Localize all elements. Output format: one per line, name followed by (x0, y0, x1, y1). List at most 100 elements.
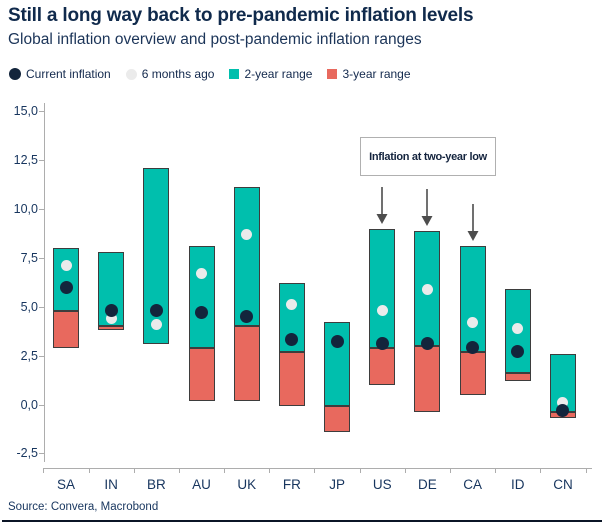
range-bar-2yr-SA (53, 248, 79, 311)
range-bar-2yr-BR (143, 167, 170, 344)
range-bar-3yr-US (369, 347, 396, 385)
x-axis-label-IN: IN (104, 477, 118, 492)
annotation-arrow-US (375, 186, 389, 227)
legend-label: 3-year range (342, 67, 411, 81)
range-bar-3yr-CA (459, 351, 486, 395)
annotation-arrow-DE (420, 188, 434, 229)
legend-item-6-months-ago: 6 months ago (125, 67, 215, 81)
x-axis-tick (269, 468, 271, 473)
dot-6-months-ago-DE (421, 283, 433, 295)
x-axis-tick (314, 468, 316, 473)
annotation-text: Inflation at two-year low (369, 150, 487, 163)
x-axis-label-CN: CN (553, 477, 573, 492)
range-bar-2yr-CN (549, 353, 576, 413)
dot-6-months-ago-IN (105, 312, 117, 324)
dot-6-months-ago-BR (150, 318, 162, 330)
dot-current-inflation-AU (195, 306, 209, 320)
current-inflation-dot-icon (9, 68, 21, 80)
range-bar-3yr-JP (324, 406, 351, 432)
dot-current-inflation-ID (511, 345, 525, 359)
x-axis-tick (224, 468, 226, 473)
y-axis-tick-label: 5,0 (20, 299, 38, 314)
y-axis-tick (39, 355, 44, 357)
annotation-arrow-CA (466, 204, 480, 244)
range-bar-3yr-FR (278, 351, 305, 407)
y-axis-tick (39, 404, 44, 406)
range-bar-2yr-AU (188, 246, 215, 348)
dot-current-inflation-UK (240, 310, 254, 324)
range-bar-2yr-CA (459, 246, 486, 352)
x-axis-label-SA: SA (56, 477, 75, 492)
x-axis-label-UK: UK (237, 477, 257, 492)
y-axis-tick-label: -2,5 (16, 446, 38, 461)
chart-subtitle: Global inflation overview and post-pande… (8, 31, 422, 48)
range-bar-3yr-UK (233, 326, 260, 401)
dot-current-inflation-CN (556, 403, 570, 417)
bottom-border-line (2, 520, 602, 522)
range-bar-3yr-DE (414, 345, 441, 413)
legend-label: Current inflation (26, 67, 111, 81)
x-axis-tick (178, 468, 180, 473)
x-axis-tick (43, 468, 45, 473)
legend-label: 6 months ago (141, 67, 215, 81)
y-axis-tick-label: 2,5 (20, 348, 38, 363)
six-months-ago-dot-icon (125, 68, 137, 80)
x-axis-label-JP: JP (329, 477, 345, 492)
x-axis-label-BR: BR (146, 477, 166, 492)
dot-current-inflation-BR (149, 304, 163, 318)
y-axis-tick-label: 10,0 (13, 202, 38, 216)
range-bar-3yr-SA (53, 310, 79, 348)
x-axis-tick (450, 468, 452, 473)
range-bar-3yr-AU (188, 347, 215, 401)
dot-current-inflation-JP (330, 335, 344, 349)
legend: Current inflation 6 months ago 2-year ra… (9, 67, 411, 81)
range-bar-2yr-US (369, 228, 396, 348)
y-axis-tick-label: 12,5 (13, 153, 38, 168)
dot-6-months-ago-US (376, 305, 388, 317)
y-axis-tick (39, 257, 44, 259)
dot-6-months-ago-AU (196, 268, 208, 279)
y-axis-tick (39, 111, 44, 113)
x-axis-label-ID: ID (511, 477, 525, 492)
y-axis-tick-label: 15,0 (13, 104, 38, 119)
y-axis-tick-label: 7,5 (20, 250, 38, 265)
range-bar-3yr-IN (98, 326, 125, 331)
y-axis-tick (39, 453, 44, 455)
x-axis-label-FR: FR (282, 477, 301, 492)
x-axis-tick (133, 468, 135, 473)
legend-item-2-year-range: 2-year range (229, 67, 312, 81)
range-bar-2yr-UK (233, 187, 260, 327)
range-bar-3yr-ID (504, 373, 531, 382)
dot-current-inflation-US (375, 337, 389, 351)
dot-6-months-ago-ID (512, 322, 524, 334)
x-axis-label-US: US (372, 477, 392, 492)
x-axis-tick (404, 468, 406, 473)
y-axis-tick-label: 0,0 (20, 397, 38, 412)
dot-current-inflation-SA (59, 280, 73, 294)
y-axis-tick (39, 306, 44, 308)
x-axis-tick (495, 468, 497, 473)
y-axis-tick (39, 160, 44, 162)
dot-current-inflation-FR (285, 333, 299, 347)
x-axis-tick (359, 468, 361, 473)
dot-current-inflation-IN (104, 304, 118, 318)
x-axis-label-CA: CA (463, 477, 482, 492)
x-axis-label-DE: DE (418, 477, 437, 492)
dot-6-months-ago-CA (467, 316, 479, 328)
dot-6-months-ago-SA (60, 260, 72, 272)
x-axis-tick (88, 468, 90, 473)
dot-current-inflation-CA (466, 341, 480, 355)
two-year-range-swatch-icon (229, 69, 240, 79)
dot-current-inflation-DE (420, 337, 434, 351)
y-axis-tick (39, 209, 44, 210)
x-axis-label-AU: AU (192, 477, 211, 492)
dot-6-months-ago-FR (286, 299, 298, 311)
three-year-range-swatch-icon (327, 69, 338, 79)
y-axis-line (44, 103, 45, 462)
source-note: Source: Convera, Macrobond (8, 501, 159, 513)
dot-6-months-ago-CN (557, 397, 569, 409)
x-axis-tick (540, 468, 542, 473)
x-axis-tick (585, 468, 587, 473)
x-axis-line (43, 468, 592, 469)
